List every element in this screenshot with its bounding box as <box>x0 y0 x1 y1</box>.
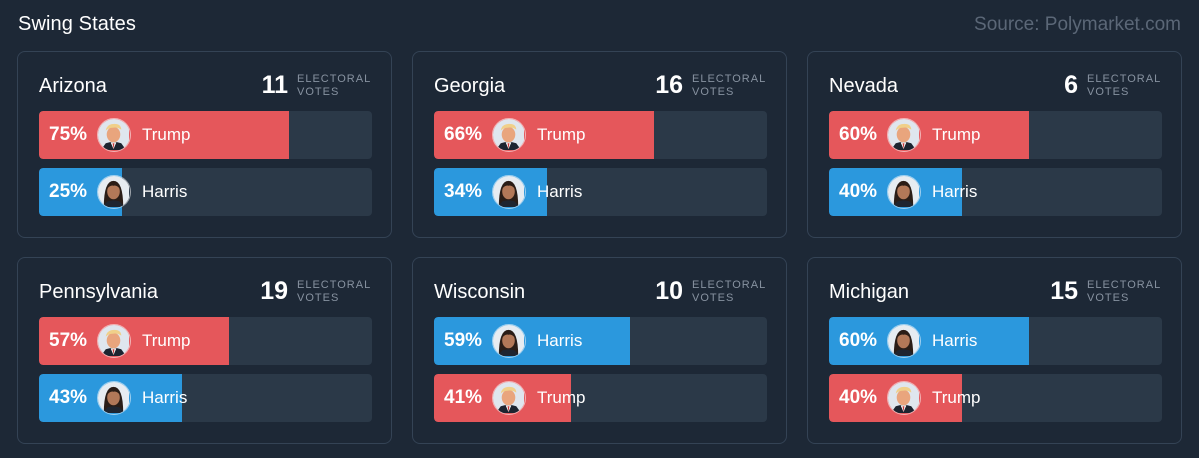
candidate-name: Trump <box>537 125 586 144</box>
odds-bar-trump[interactable]: 75% Trump <box>39 111 372 159</box>
odds-percent: 75% <box>49 124 88 145</box>
odds-percent: 66% <box>444 124 483 145</box>
state-name: Arizona <box>39 75 107 97</box>
odds-bar-harris[interactable]: 25% Harris <box>39 168 372 216</box>
odds-bar-trump[interactable]: 60% Trump <box>829 111 1162 159</box>
odds-percent: 40% <box>839 181 878 202</box>
harris-avatar-icon <box>492 324 526 358</box>
state-card-nevada[interactable]: Nevada 6 ELECTORAL VOTES 60% Trump 40% Ha… <box>807 51 1182 238</box>
electoral-vote-count: 11 <box>261 71 288 99</box>
odds-bar-fill <box>434 111 654 159</box>
candidate-name: Harris <box>932 182 978 201</box>
state-name: Wisconsin <box>434 281 526 303</box>
electoral-votes: 19 ELECTORAL VOTES <box>260 277 371 306</box>
candidate-name: Trump <box>932 125 981 144</box>
odds-percent: 59% <box>444 330 483 351</box>
state-name: Pennsylvania <box>39 281 158 303</box>
candidate-name: Harris <box>537 331 583 350</box>
candidate-name: Harris <box>142 182 188 201</box>
odds-bar-harris[interactable]: 59% Harris <box>434 317 767 365</box>
trump-avatar-icon <box>97 324 131 358</box>
electoral-votes-label: ELECTORAL VOTES <box>692 72 767 98</box>
odds-percent: 60% <box>839 330 878 351</box>
electoral-votes-label: ELECTORAL VOTES <box>297 278 372 304</box>
harris-avatar-icon <box>492 175 526 209</box>
odds-bar-harris[interactable]: 43% Harris <box>39 374 372 422</box>
candidate-name: Harris <box>142 388 188 407</box>
electoral-votes-label: ELECTORAL VOTES <box>1087 278 1162 304</box>
electoral-votes: 10 ELECTORAL VOTES <box>655 277 766 306</box>
odds-bar-fill <box>39 317 229 365</box>
odds-bar-harris[interactable]: 40% Harris <box>829 168 1162 216</box>
state-name: Michigan <box>829 281 910 303</box>
state-name: Nevada <box>829 75 898 97</box>
electoral-vote-count: 15 <box>1050 277 1078 305</box>
electoral-votes-label: ELECTORAL VOTES <box>692 278 767 304</box>
odds-percent: 60% <box>839 124 878 145</box>
odds-bar-fill <box>829 111 1029 159</box>
harris-avatar-icon <box>887 175 921 209</box>
state-name: Georgia <box>434 75 506 97</box>
candidate-name: Trump <box>142 125 191 144</box>
source-credit: Source: Polymarket.com <box>974 14 1181 35</box>
state-card-grid: Arizona 11 ELECTORAL VOTES 75% Trump 25% … <box>17 51 1182 444</box>
odds-percent: 25% <box>49 181 88 202</box>
page-title: Swing States <box>18 13 136 35</box>
harris-avatar-icon <box>887 324 921 358</box>
trump-avatar-icon <box>887 118 921 152</box>
odds-bar-fill <box>829 317 1029 365</box>
odds-percent: 41% <box>444 387 483 408</box>
odds-bar-fill <box>434 317 631 365</box>
candidate-name: Trump <box>537 388 586 407</box>
electoral-votes: 15 ELECTORAL VOTES <box>1050 277 1161 306</box>
state-card-arizona[interactable]: Arizona 11 ELECTORAL VOTES 75% Trump 25% … <box>17 51 392 238</box>
electoral-votes-label: ELECTORAL VOTES <box>297 72 372 98</box>
state-card-georgia[interactable]: Georgia 16 ELECTORAL VOTES 66% Trump 34% … <box>412 51 787 238</box>
electoral-vote-count: 10 <box>655 277 683 305</box>
candidate-name: Trump <box>932 388 981 407</box>
odds-bar-trump[interactable]: 41% Trump <box>434 374 767 422</box>
odds-bar-trump[interactable]: 57% Trump <box>39 317 372 365</box>
state-card-pennsylvania[interactable]: Pennsylvania 19 ELECTORAL VOTES 57% Trump… <box>17 257 392 444</box>
trump-avatar-icon <box>492 118 526 152</box>
trump-avatar-icon <box>492 381 526 415</box>
harris-avatar-icon <box>97 381 131 415</box>
odds-bar-harris[interactable]: 60% Harris <box>829 317 1162 365</box>
harris-avatar-icon <box>97 175 131 209</box>
odds-bar-harris[interactable]: 34% Harris <box>434 168 767 216</box>
electoral-vote-count: 19 <box>260 277 288 305</box>
candidate-name: Harris <box>932 331 978 350</box>
electoral-vote-count: 6 <box>1064 71 1078 99</box>
state-card-michigan[interactable]: Michigan 15 ELECTORAL VOTES 60% Harris 40… <box>807 257 1182 444</box>
odds-percent: 43% <box>49 387 88 408</box>
odds-percent: 34% <box>444 181 483 202</box>
odds-bar-trump[interactable]: 40% Trump <box>829 374 1162 422</box>
trump-avatar-icon <box>97 118 131 152</box>
electoral-votes: 6 ELECTORAL VOTES <box>1064 71 1161 100</box>
odds-bar-fill <box>434 168 548 216</box>
state-card-wisconsin[interactable]: Wisconsin 10 ELECTORAL VOTES 59% Harris 4… <box>412 257 787 444</box>
odds-bar-fill <box>39 111 289 159</box>
odds-bar-trump[interactable]: 66% Trump <box>434 111 767 159</box>
candidate-name: Harris <box>537 182 583 201</box>
electoral-votes: 11 ELECTORAL VOTES <box>262 71 371 100</box>
odds-percent: 40% <box>839 387 878 408</box>
electoral-vote-count: 16 <box>655 71 683 99</box>
electoral-votes-label: ELECTORAL VOTES <box>1087 72 1162 98</box>
candidate-name: Trump <box>142 331 191 350</box>
electoral-votes: 16 ELECTORAL VOTES <box>655 71 766 100</box>
odds-percent: 57% <box>49 330 88 351</box>
trump-avatar-icon <box>887 381 921 415</box>
